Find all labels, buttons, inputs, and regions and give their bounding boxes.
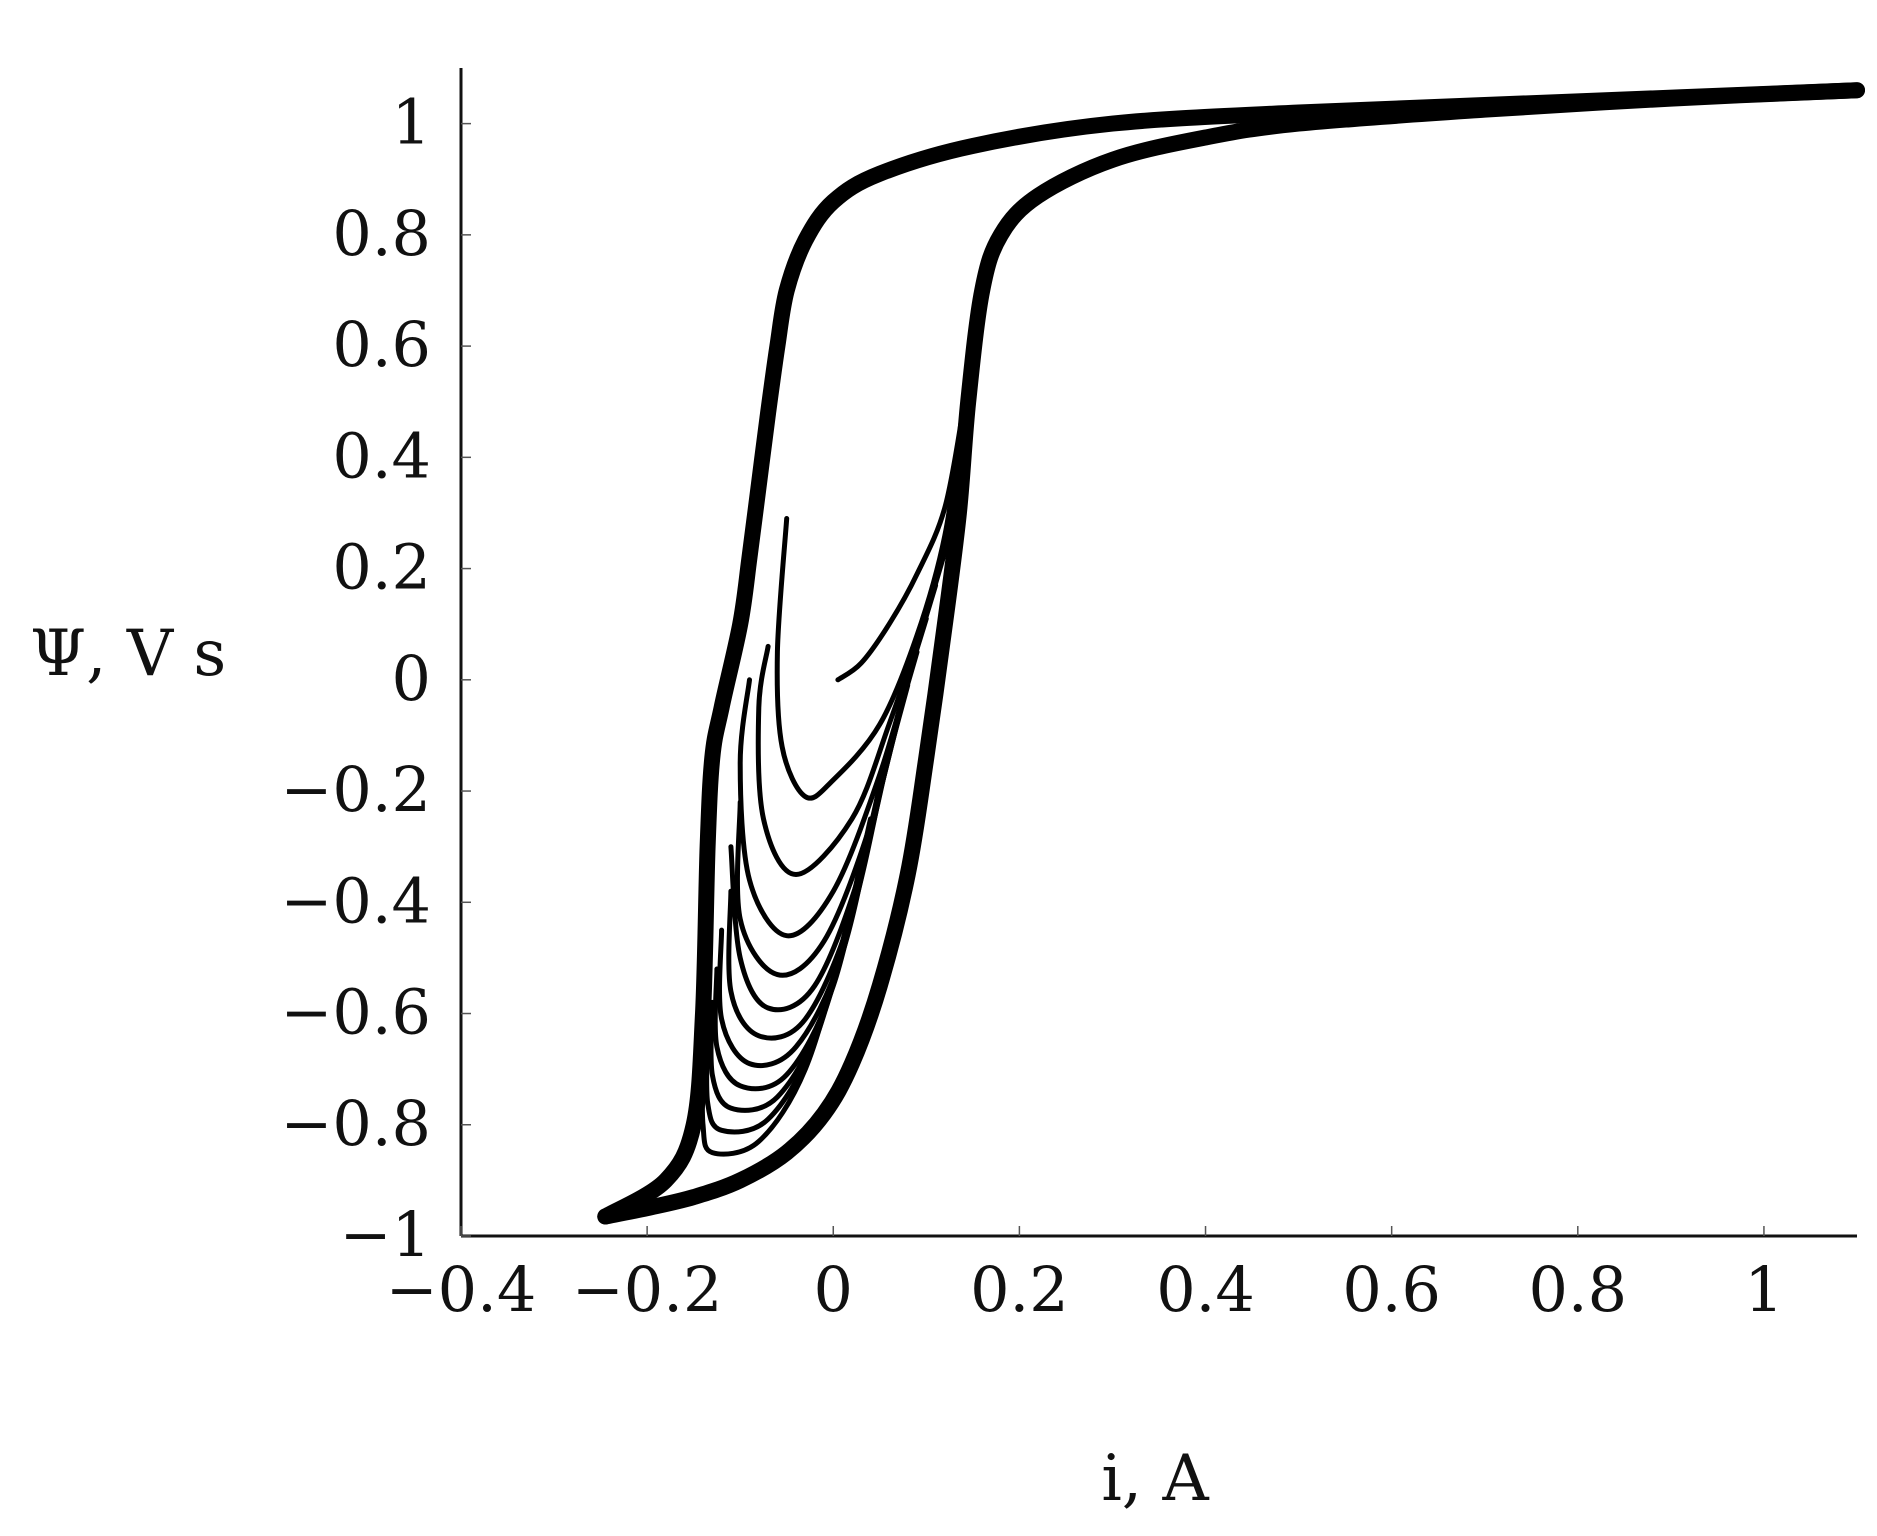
x-tick-label: 0 — [814, 1253, 853, 1326]
series-line — [597, 82, 1865, 1225]
series-layer — [597, 82, 1865, 1225]
y-tick-label: 0.6 — [332, 308, 431, 381]
y-axis-label: Ψ, V s — [30, 617, 226, 691]
y-tick-label: −1 — [340, 1198, 431, 1271]
y-tick-label: 0.8 — [332, 197, 431, 270]
x-tick-label: 0.8 — [1528, 1253, 1627, 1326]
y-tick-label: −0.4 — [280, 864, 431, 937]
series-line — [774, 404, 967, 801]
y-tick-label: 1 — [392, 86, 431, 159]
x-tick-label: 0.2 — [970, 1253, 1069, 1326]
ticks-layer: −0.4 −0.2 0 0.2 0.4 0.6 0.8 1 −1 −0.8 −0.6 −0.4 −0.2… — [280, 86, 1783, 1326]
y-tick-label: −0.2 — [280, 753, 431, 826]
y-tick-label: −0.8 — [280, 1087, 431, 1160]
y-tick-label: 0 — [392, 642, 431, 715]
x-tick-label: −0.2 — [572, 1253, 723, 1326]
y-tick-label: 0.4 — [332, 419, 431, 492]
y-tick-label: −0.6 — [280, 976, 431, 1049]
y-tick-label: 0.2 — [332, 531, 431, 604]
axes-layer — [459, 68, 1857, 1238]
x-tick-label: −0.4 — [386, 1253, 537, 1326]
x-axis-label: i, A — [1101, 1442, 1209, 1516]
x-tick-label: 0.6 — [1342, 1253, 1441, 1326]
x-tick-label: 0.4 — [1156, 1253, 1255, 1326]
x-tick-label: 1 — [1744, 1253, 1783, 1326]
series-line — [835, 404, 967, 683]
series-line — [597, 82, 1865, 1225]
series-line — [699, 816, 873, 1157]
